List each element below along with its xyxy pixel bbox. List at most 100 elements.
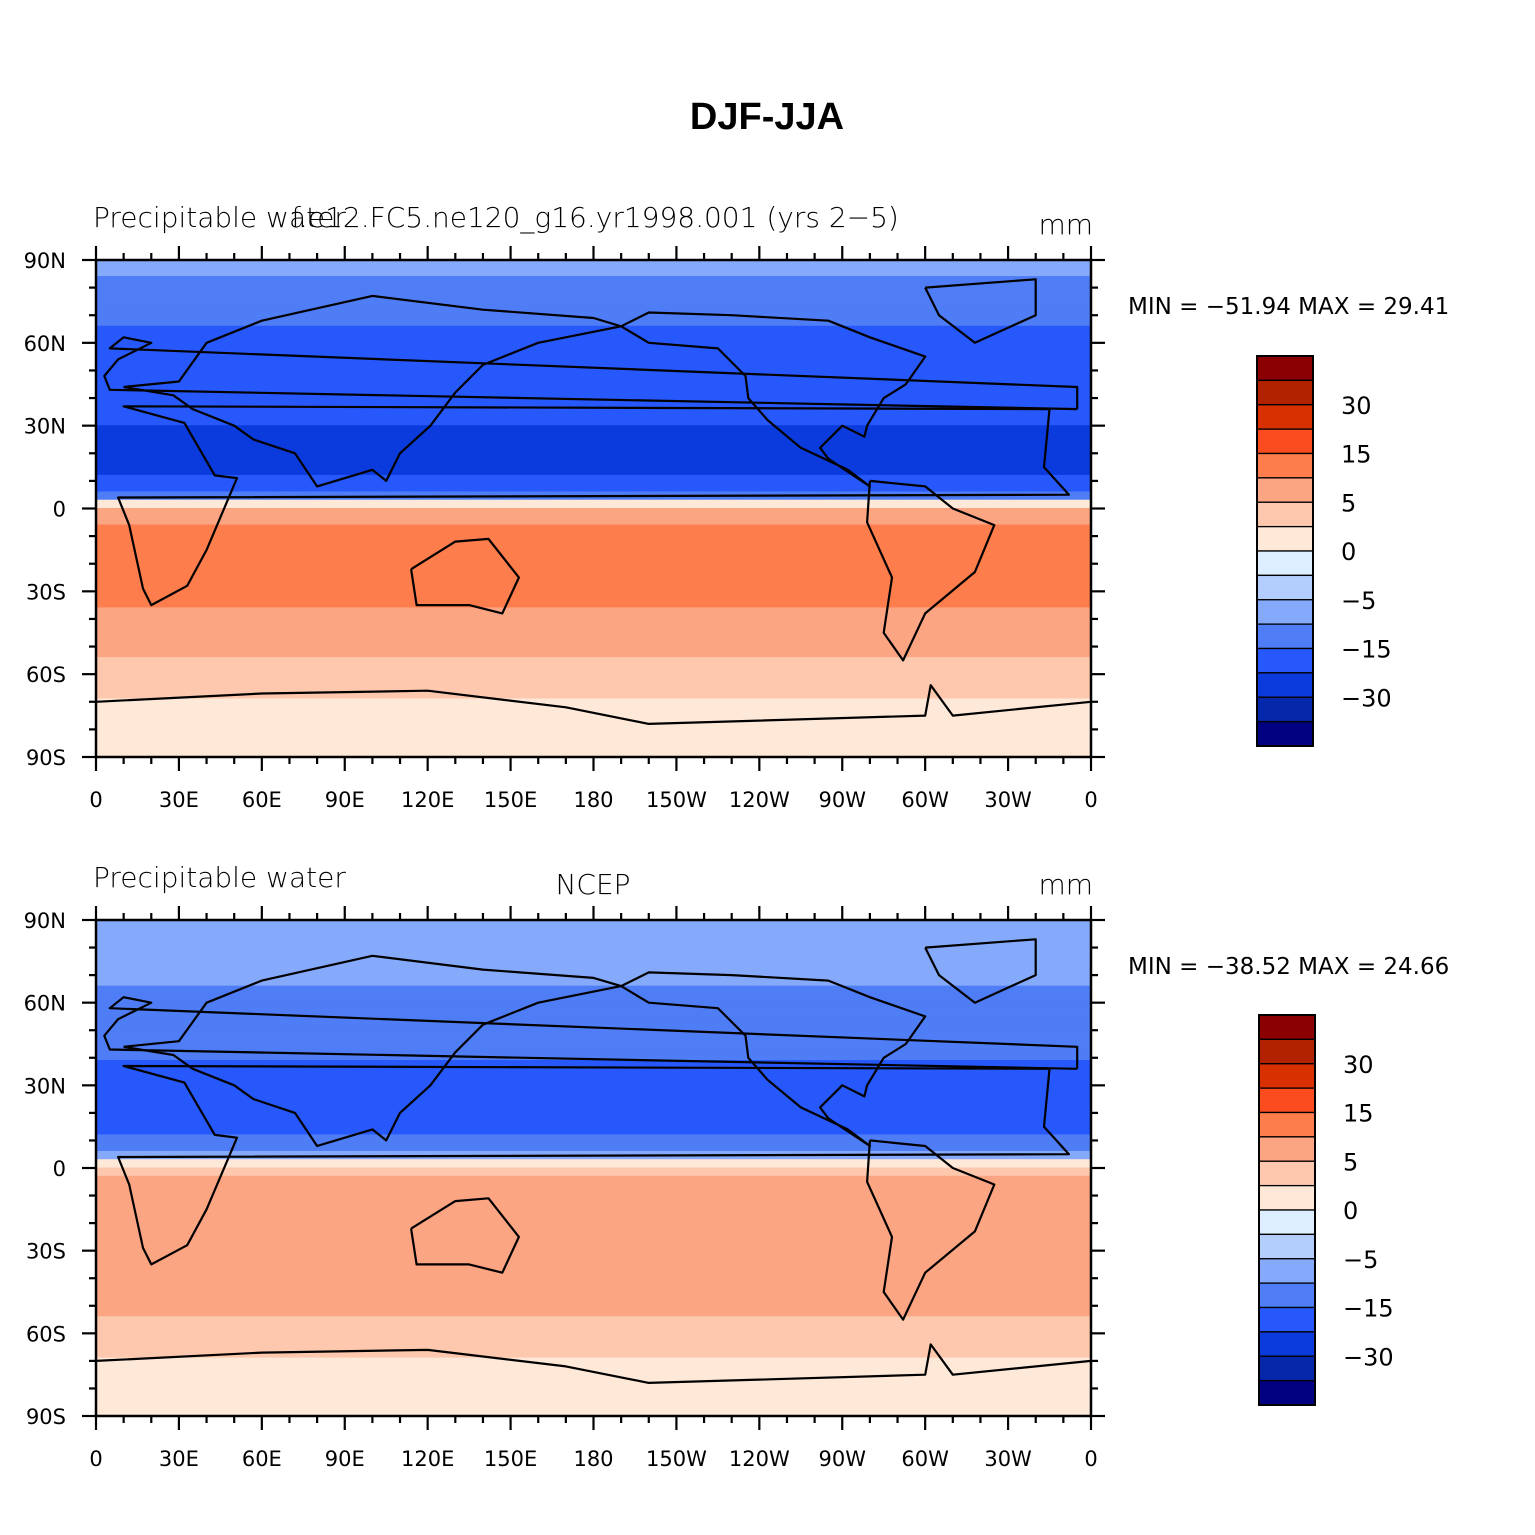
coastline: [924, 938, 1037, 1004]
colorbar-swatch: [1258, 1184, 1316, 1211]
field-band: [96, 944, 1091, 954]
field-band: [96, 607, 1091, 617]
field-band: [96, 574, 1091, 584]
coastline: [123, 954, 623, 1148]
colorbar-label: 30: [1343, 1051, 1374, 1079]
colorbar-label: 30: [1341, 392, 1372, 420]
colorbar-label: −30: [1341, 684, 1392, 712]
y-tick-label: 90N: [24, 909, 66, 933]
colorbar-swatch: [1256, 599, 1314, 625]
colorbar-swatch: [1256, 477, 1314, 503]
colorbar: 30 15 5 0 −5 −15 −30: [1258, 1014, 1394, 1406]
y-tick-label: 30N: [24, 415, 66, 439]
field-band: [96, 723, 1091, 733]
panel-2: 0 30E 60E 90E 120E 150E 180 150W 120W 90W 60W 30W 09…: [24, 861, 1450, 1471]
colorbar: 30 15 5 0 −5 −15 −30: [1256, 355, 1392, 747]
field-band: [96, 1308, 1091, 1318]
field-band: [96, 1382, 1091, 1392]
field-band: [96, 1117, 1091, 1128]
field-band: [96, 1316, 1091, 1326]
field-band: [96, 1365, 1091, 1376]
field-band: [96, 1126, 1091, 1136]
field-band: [96, 1324, 1091, 1334]
field-band: [96, 1093, 1091, 1103]
y-tick-label: 60S: [26, 1322, 66, 1346]
colorbar-label: −15: [1341, 636, 1392, 664]
field-band: [96, 350, 1091, 360]
coastline: [95, 684, 1092, 725]
field-band: [96, 392, 1091, 402]
ticks: [82, 906, 1105, 1430]
field-band: [96, 1349, 1091, 1359]
field-band: [96, 1274, 1091, 1285]
colorbar-label: 5: [1341, 489, 1356, 517]
title-left: Precipitable water: [93, 861, 346, 894]
colorbar-swatch: [1256, 647, 1314, 674]
colorbar-swatch: [1256, 623, 1314, 650]
field-band: [96, 1010, 1091, 1020]
colorbar-swatch: [1258, 1087, 1316, 1114]
x-tick-label: 120E: [401, 788, 454, 812]
field-band: [96, 1258, 1091, 1268]
field-band: [96, 309, 1091, 319]
x-tick-label: 0: [1084, 788, 1097, 812]
field-band: [96, 441, 1091, 452]
colorbar-label: −5: [1341, 587, 1376, 615]
field-band: [96, 993, 1091, 1004]
colorbar-swatch: [1256, 696, 1314, 723]
stat-min: −51.94: [1198, 294, 1290, 320]
coastline: [410, 1197, 520, 1274]
y-tick-label: 90S: [26, 1405, 66, 1429]
field-band: [96, 450, 1091, 460]
coastline: [620, 311, 927, 488]
x-tick-label: 150E: [484, 788, 537, 812]
field-band: [96, 1283, 1091, 1293]
field-band: [96, 317, 1091, 327]
field-band: [96, 1043, 1091, 1053]
coastline: [123, 294, 623, 488]
stat-min: −38.52: [1198, 954, 1290, 980]
coastline: [620, 971, 927, 1148]
field-band: [96, 1241, 1091, 1252]
field-band: [96, 1266, 1091, 1276]
field-band: [96, 985, 1091, 995]
field-band: [96, 1192, 1091, 1202]
field-band: [96, 1233, 1091, 1243]
x-tick-label: 0: [89, 788, 102, 812]
colorbar-swatch: [1258, 1160, 1316, 1187]
field-band: [96, 1200, 1091, 1210]
colorbar-swatch: [1256, 379, 1314, 406]
field-band: [96, 582, 1091, 592]
field-band: [96, 1332, 1091, 1343]
x-tick-label: 60E: [242, 1447, 282, 1471]
x-tick-label: 30W: [984, 788, 1032, 812]
field-band: [96, 259, 1091, 269]
colorbar-swatch: [1256, 355, 1314, 382]
colorbar-swatch: [1258, 1038, 1316, 1065]
x-tick-label: 30E: [159, 1447, 199, 1471]
x-tick-label: 150W: [646, 1447, 707, 1471]
field-band: [96, 474, 1091, 485]
x-tick-label: 30W: [984, 1447, 1032, 1471]
colorbar-swatch: [1258, 1014, 1316, 1041]
field-band: [96, 952, 1091, 962]
title-left: Precipitable water: [93, 201, 346, 234]
title-right: mm: [1038, 208, 1093, 241]
field-band: [96, 1299, 1091, 1310]
x-tick-label: 0: [1084, 1447, 1097, 1471]
field-band: [96, 541, 1091, 551]
coastline: [924, 278, 1037, 344]
field-band: [96, 1101, 1091, 1111]
field-band: [96, 977, 1091, 987]
field-band: [96, 648, 1091, 659]
field-band: [96, 375, 1091, 385]
coastline: [103, 336, 1079, 411]
y-tick-label: 90N: [24, 249, 66, 273]
field-band: [96, 383, 1091, 394]
stat-min-label: MIN =: [1128, 294, 1198, 320]
y-tick-label: 30N: [24, 1074, 66, 1098]
colorbar-label: 5: [1343, 1148, 1358, 1176]
field-band: [96, 1142, 1091, 1152]
title-center: NCEP: [555, 868, 630, 901]
x-tick-label: 150W: [646, 788, 707, 812]
